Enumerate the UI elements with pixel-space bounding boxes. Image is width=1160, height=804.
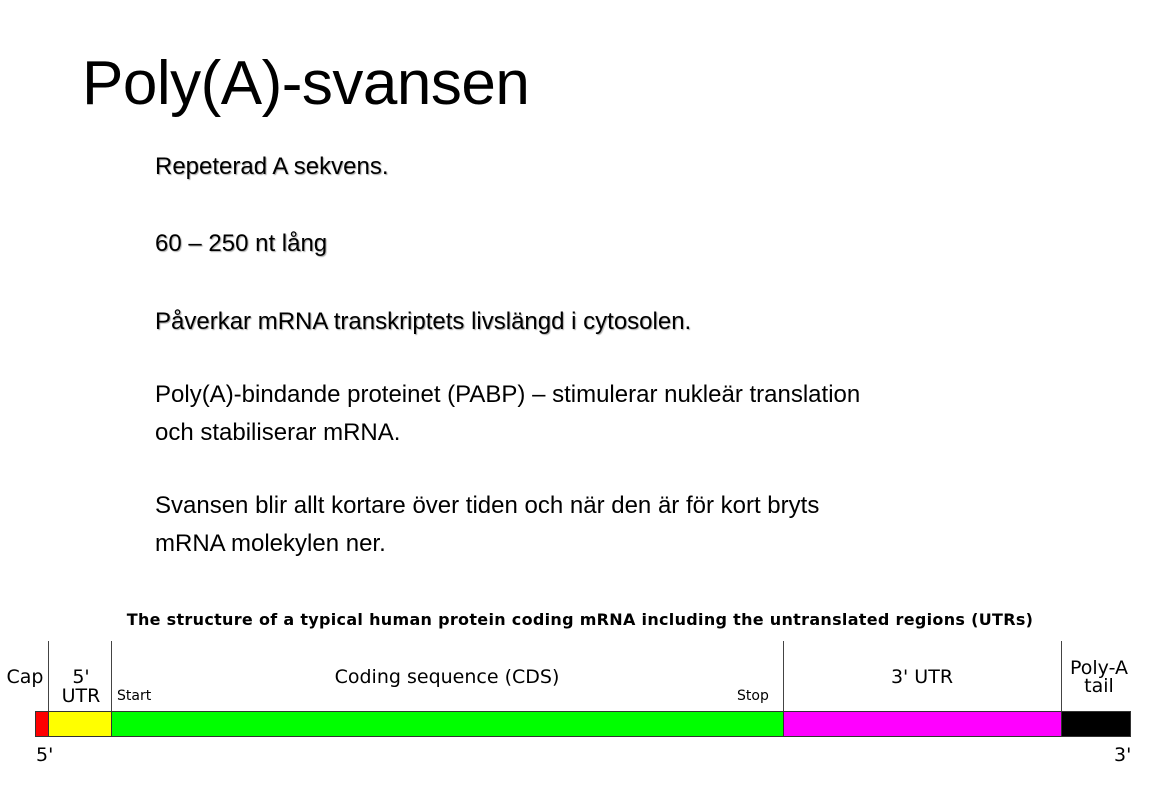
- text-line: Svansen blir allt kortare över tiden och…: [155, 492, 820, 519]
- polya-label-line1: Poly-A: [1069, 657, 1129, 679]
- text-line: mRNA molekylen ner.: [155, 530, 386, 557]
- utr5-segment: [48, 711, 112, 737]
- cds-label: Coding sequence (CDS): [334, 666, 560, 688]
- cap-segment: [35, 711, 49, 737]
- cds-segment: [111, 711, 784, 737]
- text-line: Poly(A)-bindande proteinet (PABP) – stim…: [155, 381, 861, 408]
- cap-label: Cap: [6, 666, 44, 688]
- utr5-label: 5' UTR: [61, 666, 101, 707]
- divider: [783, 641, 784, 711]
- utr3-label: 3' UTR: [890, 666, 954, 688]
- polya-label-line2: tail: [1084, 675, 1114, 697]
- polya-label: Poly-A tail: [1062, 657, 1136, 697]
- start-label: Start: [117, 688, 152, 704]
- divider: [1061, 641, 1062, 711]
- slide-title: Poly(A)-svansen: [82, 49, 530, 118]
- diagram-title: The structure of a typical human protein…: [126, 610, 1034, 629]
- text-line: Påverkar mRNA transkriptets livslängd i …: [155, 308, 692, 335]
- divider: [111, 641, 112, 711]
- text-line: 60 – 250 nt lång: [155, 230, 328, 257]
- text-line: Repeterad A sekvens.: [155, 153, 389, 180]
- three-prime-label: 3': [1114, 744, 1132, 766]
- polya-segment: [1061, 711, 1131, 737]
- utr3-segment: [783, 711, 1062, 737]
- divider: [48, 641, 49, 711]
- five-prime-label: 5': [36, 744, 54, 766]
- stop-label: Stop: [737, 688, 769, 704]
- text-line: och stabiliserar mRNA.: [155, 419, 401, 446]
